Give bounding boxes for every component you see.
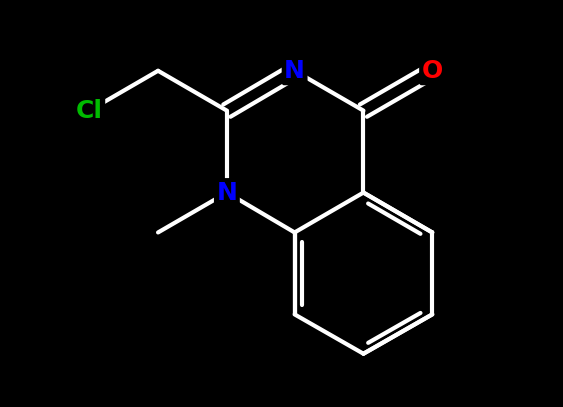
Text: N: N [284,59,305,83]
Text: Cl: Cl [75,98,102,123]
Text: O: O [422,59,443,83]
Text: N: N [216,181,238,205]
